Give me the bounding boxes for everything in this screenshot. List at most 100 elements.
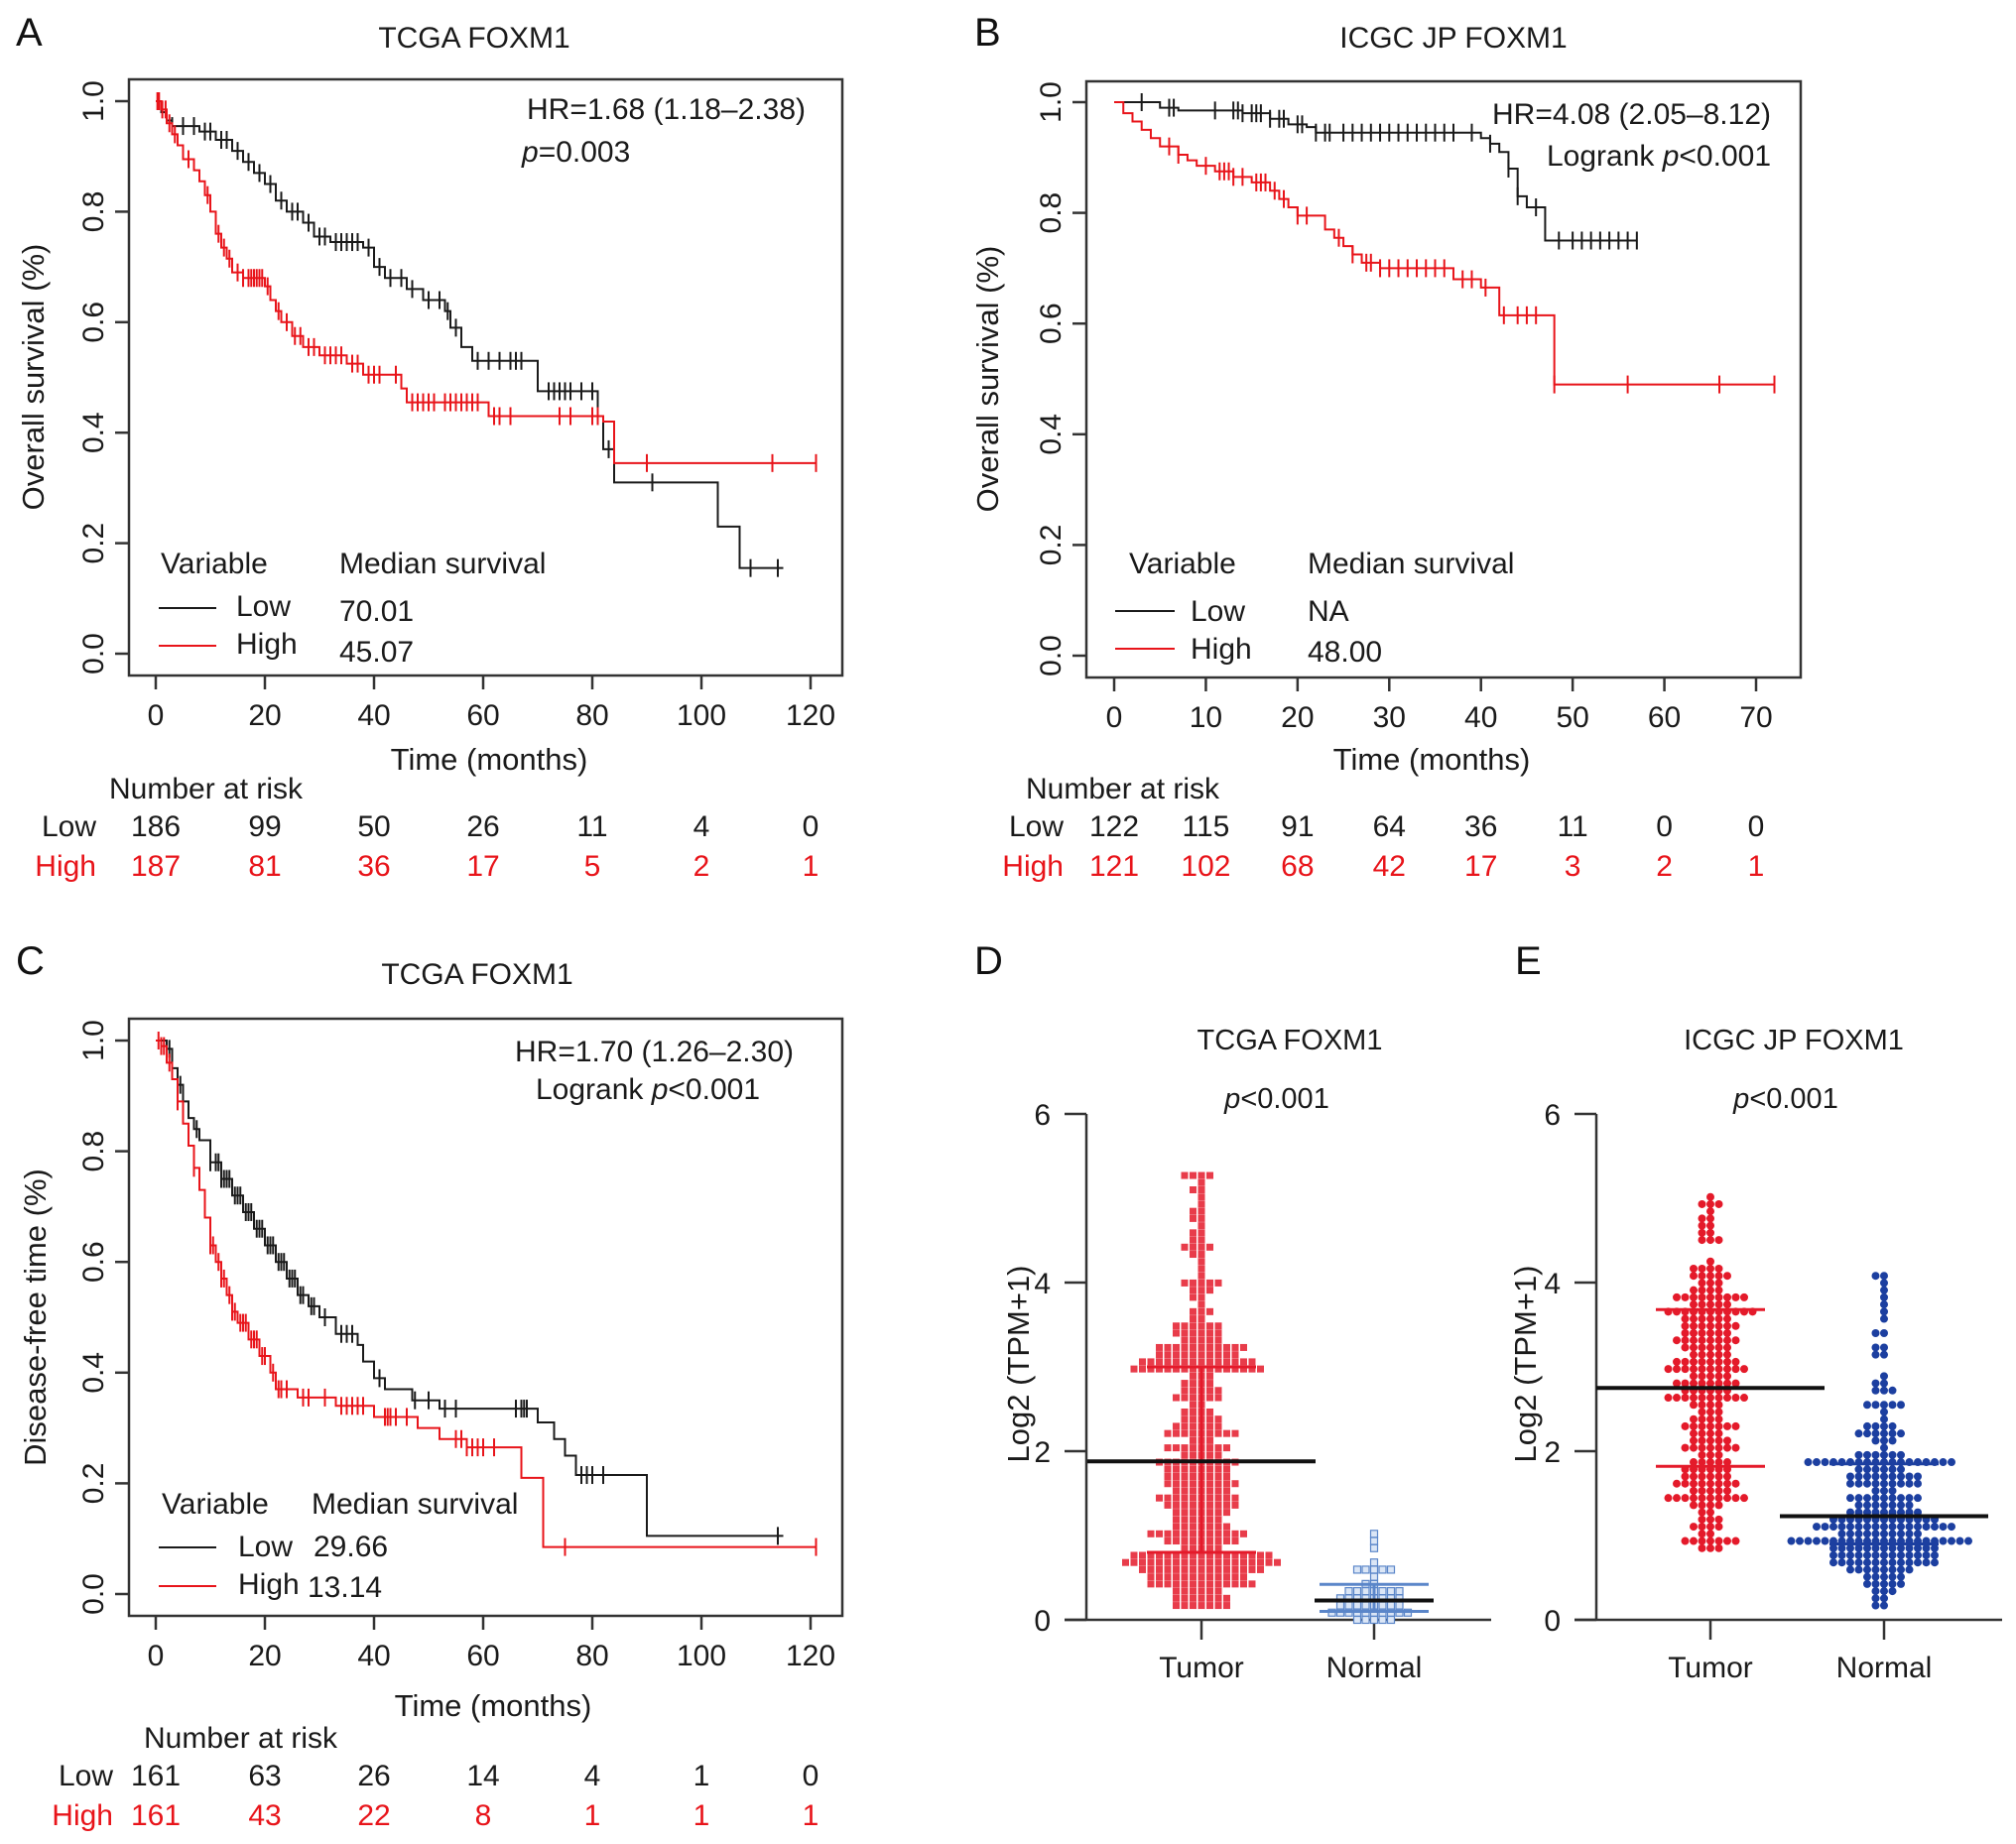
data-point-normal	[1846, 1558, 1854, 1567]
data-point-normal	[1897, 1465, 1905, 1474]
data-point-normal	[1369, 1543, 1379, 1552]
data-point-tumor	[1698, 1479, 1706, 1488]
data-point-tumor	[1223, 1580, 1230, 1588]
data-point-tumor	[1698, 1494, 1706, 1503]
data-point-normal	[1854, 1543, 1863, 1552]
data-point-normal	[1871, 1436, 1880, 1445]
data-point-normal	[1846, 1494, 1854, 1503]
data-point-tumor	[1714, 1458, 1723, 1467]
data-point-normal	[1880, 1414, 1888, 1423]
risk-value-low: 26	[357, 1760, 390, 1792]
data-point-normal	[1905, 1543, 1914, 1552]
data-point-tumor	[1698, 1408, 1706, 1416]
data-point-tumor	[1723, 1472, 1731, 1481]
data-point-normal	[1880, 1307, 1888, 1316]
risk-value-high: 22	[357, 1799, 390, 1832]
plot-frame	[1084, 79, 1803, 679]
data-point-tumor	[1214, 1365, 1222, 1373]
x-tick-label: 80	[575, 699, 608, 732]
data-point-tumor	[1206, 1565, 1213, 1573]
risk-value-high: 81	[248, 850, 281, 883]
risk-row-label-high: High	[35, 850, 96, 883]
risk-value-low: 64	[1373, 810, 1406, 843]
data-point-tumor	[1706, 1486, 1714, 1495]
data-point-tumor	[1723, 1458, 1731, 1467]
data-point-tumor	[1706, 1292, 1714, 1301]
data-point-normal	[1837, 1543, 1846, 1552]
data-point-tumor	[1130, 1365, 1138, 1373]
data-point-tumor	[1214, 1573, 1222, 1581]
data-point-tumor	[1673, 1494, 1681, 1503]
y-axis-label: Overall survival (%)	[16, 244, 51, 511]
data-point-tumor	[1197, 1300, 1205, 1308]
data-point-tumor	[1181, 1408, 1189, 1415]
data-point-tumor	[1206, 1516, 1213, 1524]
data-point-normal	[1846, 1523, 1854, 1532]
data-point-normal	[1897, 1543, 1905, 1552]
data-point-tumor	[1248, 1358, 1256, 1366]
data-point-tumor	[1698, 1537, 1706, 1545]
data-point-tumor	[1723, 1350, 1731, 1359]
data-point-normal	[1939, 1537, 1948, 1545]
data-point-tumor	[1723, 1314, 1731, 1323]
data-point-tumor	[1664, 1394, 1673, 1403]
data-point-normal	[1369, 1558, 1379, 1567]
p-italic: p	[1732, 1083, 1749, 1115]
data-point-tumor	[1197, 1279, 1205, 1287]
data-point-tumor	[1156, 1530, 1163, 1537]
data-point-tumor	[1265, 1558, 1273, 1566]
risk-value-low: 14	[466, 1760, 499, 1792]
data-point-tumor	[1723, 1365, 1731, 1374]
data-point-tumor	[1714, 1537, 1723, 1545]
data-point-normal	[1352, 1586, 1362, 1596]
data-point-tumor	[1731, 1537, 1740, 1545]
data-point-tumor	[1156, 1343, 1163, 1351]
data-point-tumor	[1223, 1602, 1230, 1610]
data-point-tumor	[1240, 1358, 1247, 1366]
data-point-tumor	[1173, 1429, 1180, 1437]
data-point-tumor	[1206, 1580, 1213, 1588]
data-point-normal	[1905, 1558, 1914, 1567]
data-point-tumor	[1698, 1357, 1706, 1366]
data-point-tumor	[1181, 1565, 1189, 1573]
data-point-tumor	[1156, 1558, 1163, 1566]
y-tick-label: 0.0	[1035, 635, 1068, 676]
data-point-normal	[1955, 1537, 1964, 1545]
data-point-tumor	[1681, 1343, 1690, 1352]
legend-header-variable: Variable	[1129, 548, 1236, 580]
data-point-tumor	[1214, 1387, 1222, 1395]
risk-value-low: 99	[248, 810, 281, 843]
data-point-tumor	[1190, 1251, 1197, 1259]
data-point-tumor	[1197, 1351, 1205, 1359]
data-point-tumor	[1197, 1307, 1205, 1315]
data-point-tumor	[1181, 1523, 1189, 1531]
data-point-tumor	[1214, 1594, 1222, 1602]
data-point-tumor	[1714, 1336, 1723, 1345]
panel-d-dot-plot-tcga: TCGA FOXM1 p<0.001 0 2 4 6 Tumor Normal Log2 …	[1001, 1025, 1491, 1684]
legend: Variable Median survival Low 29.66 High …	[159, 1488, 518, 1604]
data-point-tumor	[1197, 1272, 1205, 1280]
data-point-tumor	[1706, 1515, 1714, 1524]
data-point-tumor	[1173, 1573, 1180, 1581]
data-point-normal	[1888, 1465, 1897, 1474]
risk-table-header: Number at risk	[144, 1722, 338, 1755]
data-point-tumor	[1190, 1307, 1197, 1315]
y-tick-label: 1.0	[77, 1020, 110, 1061]
data-point-normal	[1897, 1401, 1905, 1410]
data-point-normal	[1880, 1343, 1888, 1352]
data-point-tumor	[1147, 1365, 1155, 1373]
data-point-tumor	[1164, 1580, 1172, 1588]
data-point-tumor	[1156, 1565, 1163, 1573]
data-point-tumor	[1664, 1494, 1673, 1503]
data-point-tumor	[1698, 1286, 1706, 1294]
data-point-tumor	[1690, 1501, 1698, 1510]
axes: 0 2 4 6 Tumor Normal	[1034, 1099, 1491, 1684]
panel-letter-b: B	[974, 11, 1001, 55]
x-tick-label: 20	[248, 699, 281, 732]
data-point-tumor	[1214, 1509, 1222, 1517]
data-point-normal	[1888, 1543, 1897, 1552]
data-point-tumor	[1181, 1171, 1189, 1179]
y-tick-label: 0.6	[1035, 303, 1068, 344]
x-tick-label: 20	[248, 1640, 281, 1672]
panel-letter-a: A	[16, 11, 43, 55]
